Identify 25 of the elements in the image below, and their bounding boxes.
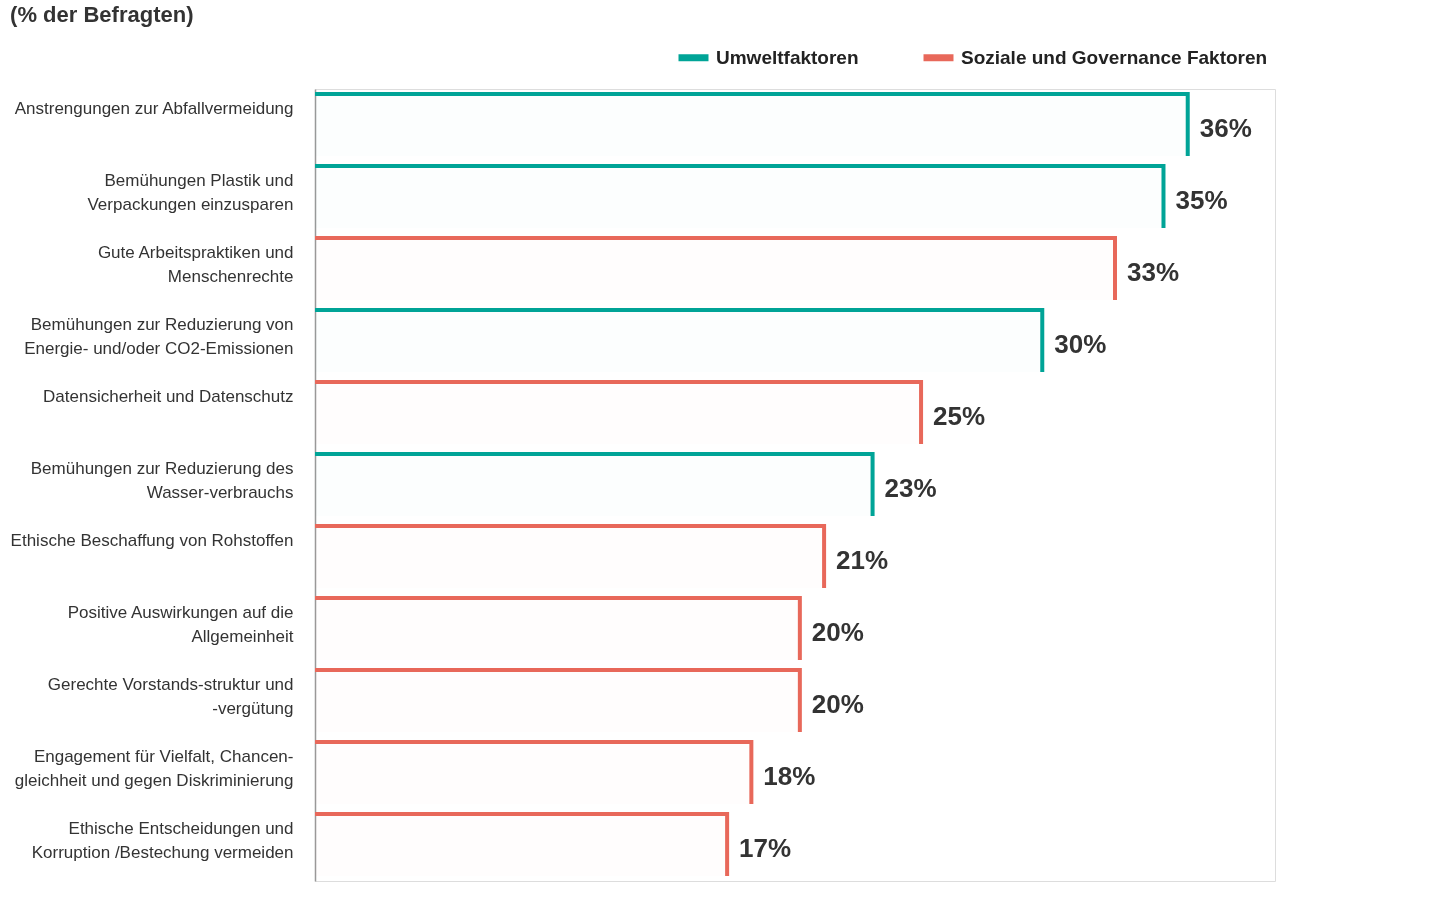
y-tick-label: Ethische Entscheidungen und Korruption /Bestechung vermeiden [31,819,294,862]
data-label: 36% [1199,113,1252,143]
legend-label: Soziale und Governance Faktoren [961,46,1268,68]
y-tick-label: Bemühungen zur Reduzierung des Wasser-verbrauchs [30,459,294,502]
y-tick-label: Gute Arbeitspraktiken und Menschenrechte [97,243,294,286]
y-tick-label: Bemühungen zur Reduzierung von Energie- und/oder CO2-Emissionen [24,315,294,358]
y-tick-label: Bemühungen Plastik und Verpackungen einzusparen [87,171,294,214]
data-label: 23% [884,473,937,503]
data-label: 35% [1175,185,1228,215]
text: (% der Befragten) [10,2,194,27]
data-label: 21% [836,545,889,575]
data-label: 17% [739,833,792,863]
data-label: 20% [811,617,864,647]
y-tick-label: Ethische Beschaffung von Rohstoffen [10,531,294,550]
y-tick-label: Gerechte Vorstands-struktur und -vergütung [47,675,294,718]
y-tick-label: Datensicherheit und Datenschutz [43,387,294,406]
data-label: 20% [811,689,864,719]
y-tick-label: Positive Auswirkungen auf die Allgemeinheit [67,603,294,646]
y-tick-label: Engagement für Vielfalt, Chancen- gleichheit und gegen Diskriminierung [14,747,294,790]
data-label: 18% [763,761,816,791]
data-label: 30% [1054,329,1107,359]
data-label: 33% [1127,257,1180,287]
data-label: 25% [933,401,986,431]
legend-label: Umweltfaktoren [716,46,859,68]
y-tick-label: Anstrengungen zur Abfallvermeidung [14,99,294,118]
